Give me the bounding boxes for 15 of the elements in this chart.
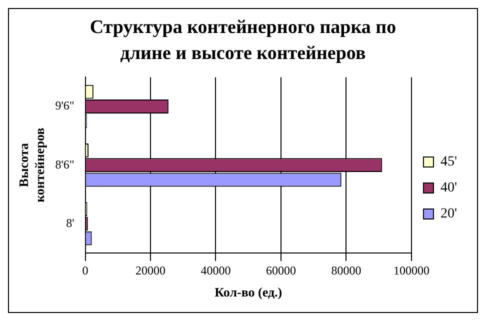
legend-label: 45' [440, 154, 458, 170]
y-tick-label: 8'6" [55, 157, 74, 172]
legend-label: 40' [440, 180, 458, 196]
x-axis-title: Кол-во (ед.) [214, 284, 282, 300]
legend-label: 20' [440, 206, 458, 222]
y-axis-title: Высота контейнеров [16, 128, 47, 202]
x-tick-label: 40000 [200, 263, 231, 278]
x-tick-label: 0 [82, 263, 88, 278]
x-tick-label: 20000 [136, 263, 166, 278]
x-tick-label: 80000 [331, 263, 362, 278]
x-tick-label: 60000 [266, 263, 296, 278]
y-tick-label: 9'6" [55, 98, 74, 113]
x-tick-label: 100000 [393, 263, 430, 278]
y-tick-label: 8' [66, 216, 74, 230]
chart-title: Структура контейнерного парка по длине и высоте контейнеров [88, 16, 398, 66]
